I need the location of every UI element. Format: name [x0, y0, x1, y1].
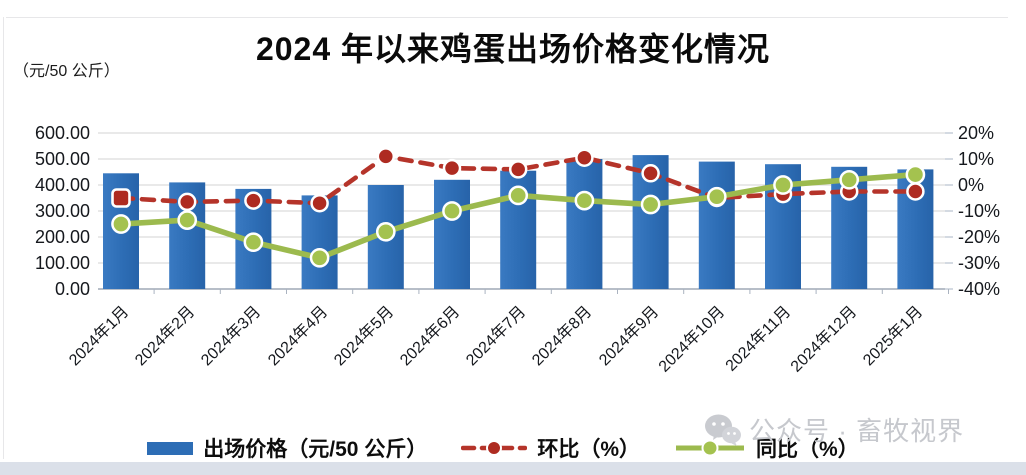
yoy-marker [111, 214, 131, 234]
chart-title: 2024 年以来鸡蛋出场价格变化情况 [255, 31, 771, 67]
mom-marker [177, 192, 197, 212]
yoy-marker [508, 185, 529, 206]
yoy-marker [375, 221, 396, 242]
right-axis-tick-label: 20% [958, 123, 995, 143]
mom-marker [310, 193, 329, 213]
right-axis-tick-label: 0% [958, 175, 985, 195]
legend-dashed-swatch [461, 440, 528, 456]
legend-item: 出场价格（元/50 公斤） [147, 433, 427, 463]
legend-bar-swatch [147, 441, 194, 455]
legend-label: 出场价格（元/50 公斤） [203, 438, 428, 461]
left-axis-tick-label: 300.00 [34, 201, 90, 221]
yoy-marker [905, 164, 926, 185]
legend-line-swatch [676, 439, 745, 457]
price-bar [698, 161, 735, 289]
mom-marker [575, 148, 594, 167]
left-axis-tick-label: 200.00 [34, 227, 90, 247]
mom-marker [906, 182, 925, 201]
bottom-strip [0, 462, 1026, 475]
yoy-marker [839, 169, 860, 190]
price-bar [434, 179, 470, 289]
legend: 出场价格（元/50 公斤） 环比（%） 同比（%） [0, 433, 1006, 463]
left-axis-tick-label: 0.00 [54, 279, 90, 299]
mom-marker [244, 191, 263, 210]
yoy-marker [442, 201, 462, 221]
mom-marker [641, 164, 660, 183]
frame-top-border [6, 17, 1008, 18]
right-axis-tick-label: -40% [958, 279, 1001, 299]
yoy-marker [243, 232, 264, 253]
price-bar [566, 159, 603, 289]
left-axis-tick-label: 400.00 [34, 175, 90, 195]
yoy-marker [706, 186, 727, 207]
right-axis-tick-label: -30% [958, 253, 1001, 273]
left-axis-tick-label: 100.00 [34, 253, 90, 273]
right-axis-tick-label: -20% [958, 227, 1001, 247]
left-axis-tick-label: 600.00 [34, 123, 90, 143]
mom-marker [508, 160, 528, 179]
yoy-marker [574, 190, 595, 211]
yoy-marker [177, 210, 198, 230]
right-axis-tick-label: -10% [958, 201, 1001, 221]
legend-label: 环比（%） [537, 438, 641, 461]
left-axis-tick-label: 500.00 [34, 149, 90, 169]
legend-label: 同比（%） [756, 438, 859, 461]
frame-left-border [3, 17, 4, 459]
legend-item: 环比（%） [461, 433, 640, 463]
legend-item: 同比（%） [674, 433, 859, 463]
mom-marker [376, 147, 396, 166]
left-axis-unit-label: （元/50 公斤） [13, 63, 120, 80]
mom-marker [111, 188, 131, 208]
right-axis-tick-label: 10% [958, 149, 995, 169]
yoy-marker [309, 247, 330, 268]
yoy-marker [640, 194, 661, 215]
mom-marker [442, 158, 462, 178]
yoy-marker [773, 175, 793, 195]
